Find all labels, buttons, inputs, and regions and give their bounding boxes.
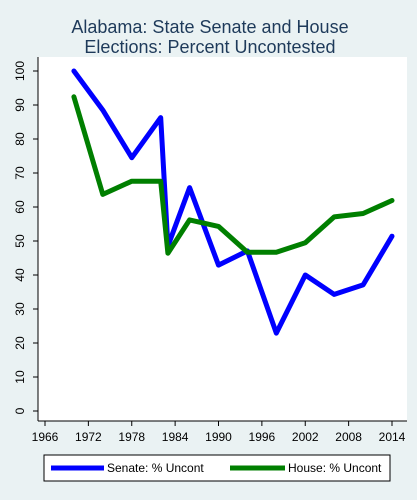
series-line-house: [71, 94, 395, 256]
y-tick-label: 20: [13, 336, 27, 350]
x-tick-label: 1996: [249, 430, 276, 444]
y-tick-label: 100: [13, 61, 27, 81]
y-axis: 0 10 20 30 40 50 60 70 80 90 100: [13, 57, 39, 421]
legend-label-senate: Senate: % Uncont: [107, 461, 204, 475]
x-tick-label: 2008: [335, 430, 362, 444]
x-tick-label: 1972: [75, 430, 102, 444]
y-tick-label: 0: [13, 407, 27, 414]
legend-label-house: House: % Uncont: [288, 461, 382, 475]
x-tick-label: 1978: [118, 430, 145, 444]
chart-title-line-1: Alabama: State Senate and House: [71, 17, 348, 37]
y-tick-label: 70: [13, 166, 27, 180]
series-lines: [71, 68, 395, 336]
plot-area: [38, 57, 407, 421]
x-tick-label: 2002: [292, 430, 319, 444]
y-tick-label: 30: [13, 302, 27, 316]
y-tick-label: 90: [13, 98, 27, 112]
x-tick-label: 2014: [379, 430, 406, 444]
y-tick-label: 50: [13, 234, 27, 248]
y-tick-label: 60: [13, 200, 27, 214]
x-tick-label: 1966: [32, 430, 59, 444]
series-line-senate: [71, 68, 395, 336]
y-tick-label: 10: [13, 370, 27, 384]
legend: Senate: % Uncont House: % Uncont: [43, 454, 391, 482]
y-tick-label: 80: [13, 132, 27, 146]
x-tick-label: 1990: [205, 430, 232, 444]
chart-title-line-2: Elections: Percent Uncontested: [84, 37, 335, 57]
x-tick-label: 1984: [162, 430, 189, 444]
x-axis: 1966 1972 1978 1984 1990 1996 2002 2008 2014: [32, 420, 407, 444]
y-tick-label: 40: [13, 268, 27, 282]
